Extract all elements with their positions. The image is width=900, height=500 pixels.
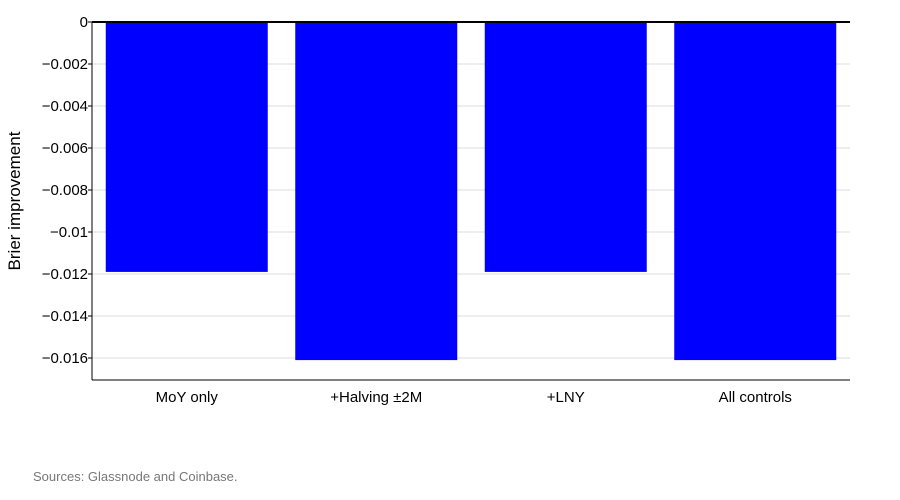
y-tick-label: 0	[80, 14, 88, 31]
chart-area: 0 −0.002 −0.004 −0.006 −0.008 −0.01 −0.012 −0.0…	[5, 14, 850, 406]
y-axis-title: Brier improvement	[5, 131, 24, 270]
bar	[105, 22, 268, 272]
y-tick-label: −0.004	[42, 98, 88, 115]
y-tick-label: −0.006	[42, 140, 88, 157]
bar-chart: 0 −0.002 −0.004 −0.006 −0.008 −0.01 −0.012 −0.0…	[5, 14, 850, 406]
y-tick-label: −0.012	[42, 266, 88, 283]
x-tick-label: All controls	[719, 389, 792, 406]
y-tick-labels: 0 −0.002 −0.004 −0.006 −0.008 −0.01 −0.012 −0.0…	[42, 14, 88, 367]
y-tick-label: −0.008	[42, 182, 88, 199]
axes	[91, 21, 850, 381]
y-tick-label: −0.014	[42, 308, 88, 325]
x-tick-labels: MoY only +Halving ±2M +LNY All controls	[156, 389, 792, 406]
x-tick-label: +Halving ±2M	[330, 389, 422, 406]
bar	[674, 22, 837, 361]
x-tick-label: MoY only	[156, 389, 219, 406]
x-tick-label: +LNY	[547, 389, 585, 406]
bar	[295, 22, 458, 361]
y-tick-label: −0.016	[42, 350, 88, 367]
source-note: Sources: Glassnode and Coinbase.	[33, 469, 238, 484]
y-tick-label: −0.002	[42, 56, 88, 73]
bar	[484, 22, 647, 272]
bars	[105, 22, 837, 361]
y-tick-label: −0.01	[50, 224, 88, 241]
